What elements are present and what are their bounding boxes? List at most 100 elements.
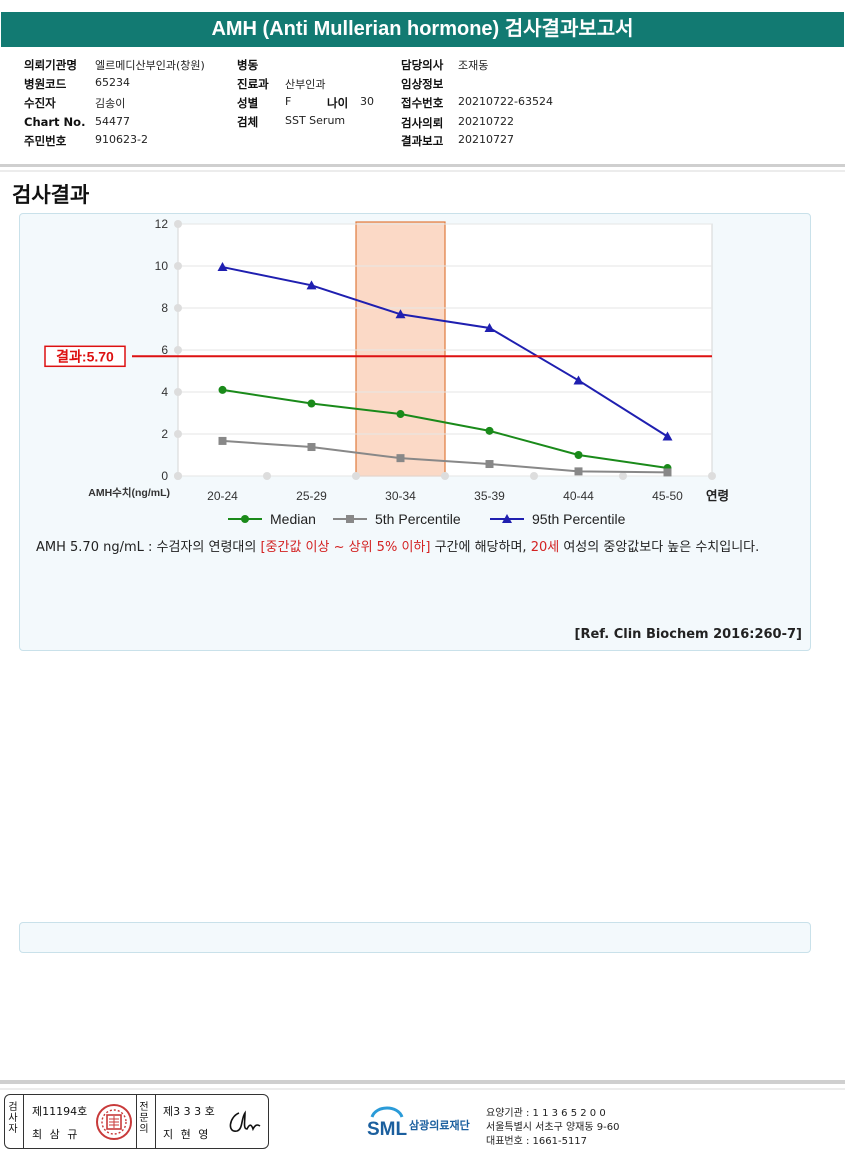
age-value: 30 bbox=[360, 95, 374, 108]
specimen-value: SST Serum bbox=[285, 114, 346, 127]
divider bbox=[23, 1095, 24, 1148]
result-label-box bbox=[44, 345, 126, 368]
phone: 대표번호 : 1661-5117 bbox=[486, 1136, 588, 1147]
description-text: 구간에 해당하며, bbox=[430, 540, 531, 555]
x-tick-marker bbox=[441, 472, 449, 480]
y-tick-label: 8 bbox=[161, 301, 168, 315]
x-tick-marker bbox=[708, 472, 716, 480]
institution-code: 요양기관 : 1 1 3 6 5 2 0 0 bbox=[486, 1108, 606, 1119]
requesting-org-label: 의뢰기관명 bbox=[24, 58, 77, 72]
description-age: 20세 bbox=[530, 540, 560, 555]
signature-box: 검사자 제11194호 최 삼 규 전문의 제3 3 3 호 지 현 영 bbox=[4, 1094, 269, 1149]
tester-license-no: 제11194호 bbox=[32, 1105, 88, 1118]
reference-citation: [Ref. Clin Biochem 2016:260-7] bbox=[574, 627, 802, 642]
y-tick-marker bbox=[174, 346, 182, 354]
amh-chart: 0 2 4 6 8 10 12 20-24 25-29 30-34 35-39 40-44 45-50 연… bbox=[44, 217, 729, 527]
data-point bbox=[307, 399, 316, 408]
x-tick-marker bbox=[263, 472, 271, 480]
report-title: AMH (Anti Mullerian hormone) 검사결과보고서 bbox=[1, 12, 844, 47]
data-point bbox=[662, 431, 673, 441]
legend-label: 5th Percentile bbox=[375, 511, 461, 527]
data-point bbox=[395, 309, 406, 319]
doctor-value: 조재동 bbox=[458, 59, 489, 72]
resident-no-label: 주민번호 bbox=[24, 134, 67, 148]
series-line-5th-percentile bbox=[222, 439, 668, 474]
resident-no-value: 910623-2 bbox=[95, 133, 148, 146]
result-report-value: 20210727 bbox=[458, 133, 514, 146]
data-point bbox=[307, 443, 316, 452]
specimen-label: 검체 bbox=[237, 115, 259, 129]
result-report-label: 결과보고 bbox=[401, 134, 444, 148]
y-tick-marker bbox=[174, 220, 182, 228]
divider bbox=[136, 1095, 137, 1148]
divider bbox=[0, 1088, 845, 1090]
patient-info-section: 의뢰기관명 엘르메디산부인과(창원) 병원코드 65234 수진자 김송이 Ch… bbox=[0, 54, 845, 166]
notes-panel bbox=[19, 922, 811, 953]
y-tick-marker bbox=[174, 430, 182, 438]
doctor-label: 담당의사 bbox=[401, 58, 444, 72]
patient-value: 김송이 bbox=[95, 97, 126, 110]
seal-stamp-icon bbox=[96, 1104, 132, 1140]
test-request-value: 20210722 bbox=[458, 115, 514, 128]
doctor-license-no: 제3 3 3 호 bbox=[163, 1105, 215, 1118]
legend-marker bbox=[346, 515, 354, 523]
legend-marker bbox=[241, 515, 249, 523]
receipt-no-label: 접수번호 bbox=[401, 96, 444, 110]
test-request-label: 검사의뢰 bbox=[401, 116, 444, 130]
description-text: 여성의 중앙값보다 높은 수치입니다. bbox=[559, 540, 760, 555]
ward-label: 병동 bbox=[237, 58, 259, 72]
hospital-code-value: 65234 bbox=[95, 76, 130, 89]
y-tick-marker bbox=[174, 388, 182, 396]
series-line-95th-percentile bbox=[222, 266, 669, 438]
data-point bbox=[573, 375, 584, 385]
description-text: AMH 5.70 ng/mL : 수검자의 연령대의 bbox=[36, 540, 261, 555]
legend-marker bbox=[502, 514, 512, 523]
age-label: 나이 bbox=[327, 96, 349, 110]
data-point bbox=[396, 410, 405, 419]
patient-label: 수진자 bbox=[24, 96, 56, 110]
tester-name: 최 삼 규 bbox=[32, 1128, 80, 1141]
requesting-org-value: 엘르메디산부인과(창원) bbox=[95, 59, 205, 72]
result-panel: 0 2 4 6 8 10 12 20-24 25-29 30-34 35-39 40-44 45-50 연… bbox=[19, 213, 811, 651]
series-line-median bbox=[222, 388, 668, 470]
x-tick-label: 25-29 bbox=[296, 489, 327, 503]
x-tick-label: 35-39 bbox=[474, 489, 505, 503]
data-point bbox=[217, 262, 228, 272]
x-axis-label: 연령 bbox=[706, 488, 729, 503]
x-tick-label: 45-50 bbox=[652, 489, 683, 503]
description-range: [중간값 이상 ~ 상위 5% 이하] bbox=[260, 540, 431, 555]
logo-text: SML bbox=[367, 1119, 408, 1140]
data-point bbox=[396, 454, 405, 463]
foundation-name: 삼광의료재단 bbox=[409, 1119, 470, 1132]
sex-label: 성별 bbox=[237, 96, 259, 110]
x-tick-label: 30-34 bbox=[385, 489, 416, 503]
y-tick-label: 10 bbox=[155, 259, 169, 273]
data-point bbox=[218, 385, 227, 394]
divider bbox=[0, 1080, 845, 1084]
y-tick-label: 4 bbox=[161, 385, 168, 399]
y-tick-marker bbox=[174, 262, 182, 270]
y-tick-label: 12 bbox=[155, 217, 169, 231]
receipt-no-value: 20210722-63524 bbox=[458, 95, 553, 108]
x-tick-marker bbox=[352, 472, 360, 480]
doctor-cert-label: 전문의 bbox=[139, 1102, 149, 1135]
x-tick-label: 20-24 bbox=[207, 489, 238, 503]
clinical-info-label: 임상정보 bbox=[401, 77, 444, 91]
tester-label: 검사자 bbox=[8, 1102, 18, 1135]
department-value: 산부인과 bbox=[285, 78, 326, 91]
address: 서울특별시 서초구 양재동 9-60 bbox=[486, 1122, 620, 1133]
x-tick-marker bbox=[530, 472, 538, 480]
legend-label: Median bbox=[270, 511, 316, 527]
divider bbox=[0, 164, 845, 167]
x-tick-marker bbox=[619, 472, 627, 480]
chart-no-value: 54477 bbox=[95, 115, 130, 128]
doctor-name: 지 현 영 bbox=[163, 1128, 211, 1141]
data-point bbox=[663, 468, 672, 477]
hospital-code-label: 병원코드 bbox=[24, 77, 67, 91]
data-point bbox=[485, 460, 494, 469]
divider bbox=[155, 1095, 156, 1148]
x-tick-label: 40-44 bbox=[563, 489, 594, 503]
age-group-highlight-band bbox=[355, 221, 446, 477]
signature-icon bbox=[229, 1110, 261, 1132]
data-point bbox=[485, 426, 494, 435]
